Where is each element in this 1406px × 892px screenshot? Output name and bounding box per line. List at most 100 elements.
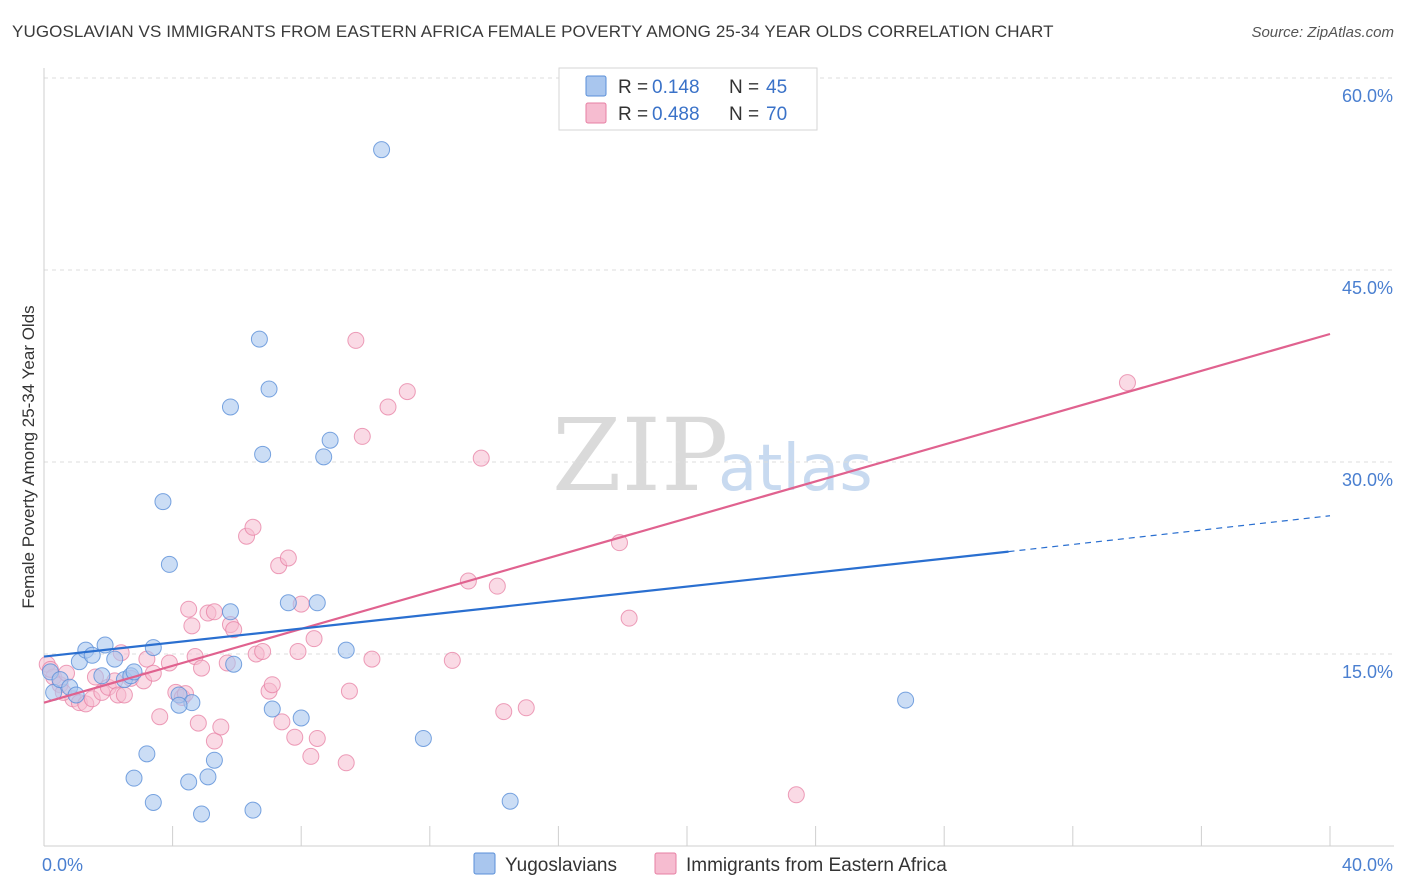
bottom-legend-swatch-yugoslavians bbox=[473, 852, 496, 875]
data-point-africa bbox=[787, 786, 805, 804]
data-point-yugoslavians bbox=[501, 792, 519, 810]
data-point-africa bbox=[212, 718, 230, 736]
data-point-yugoslavians bbox=[373, 141, 391, 159]
data-point-yugoslavians bbox=[138, 745, 156, 763]
data-point-africa bbox=[363, 650, 381, 668]
data-point-africa bbox=[205, 732, 223, 750]
data-point-africa bbox=[379, 398, 397, 416]
data-point-yugoslavians bbox=[93, 667, 111, 685]
data-point-africa bbox=[225, 621, 243, 639]
data-point-africa bbox=[286, 728, 304, 746]
data-point-yugoslavians bbox=[244, 801, 262, 819]
data-point-africa bbox=[279, 549, 297, 567]
data-point-yugoslavians bbox=[263, 700, 281, 718]
data-point-yugoslavians bbox=[250, 330, 268, 348]
y-axis-label: Female Poverty Among 25-34 Year Olds bbox=[19, 305, 38, 608]
data-point-africa bbox=[398, 383, 416, 401]
data-point-africa bbox=[263, 676, 281, 694]
data-point-africa bbox=[1118, 374, 1136, 392]
data-point-africa bbox=[180, 600, 198, 618]
data-point-yugoslavians bbox=[205, 751, 223, 769]
data-point-yugoslavians bbox=[125, 769, 143, 787]
data-point-yugoslavians bbox=[199, 768, 217, 786]
y-tick-label: 15.0% bbox=[1342, 662, 1393, 682]
data-point-yugoslavians bbox=[225, 655, 243, 673]
data-point-yugoslavians bbox=[321, 431, 339, 449]
bottom-legend-label-africa: Immigrants from Eastern Africa bbox=[686, 855, 947, 876]
data-point-africa bbox=[517, 699, 535, 717]
data-point-yugoslavians bbox=[180, 773, 198, 791]
x-tick-labels: 0.0% 40.0% bbox=[42, 826, 1393, 875]
legend-r-label-2: R = bbox=[618, 104, 648, 125]
legend-swatch-africa bbox=[585, 102, 607, 124]
legend-r-label-1: R = bbox=[618, 77, 648, 98]
data-point-yugoslavians bbox=[337, 641, 355, 659]
data-point-yugoslavians bbox=[315, 448, 333, 466]
gridlines bbox=[44, 77, 1394, 655]
x-tick-label: 40.0% bbox=[1342, 855, 1393, 875]
data-point-yugoslavians bbox=[260, 380, 278, 398]
source-label: Source: ZipAtlas.com bbox=[1251, 24, 1394, 41]
data-point-africa bbox=[244, 518, 262, 536]
data-point-africa bbox=[183, 617, 201, 635]
legend-n-label-1: N = bbox=[729, 77, 759, 98]
data-point-africa bbox=[193, 659, 211, 677]
data-point-africa bbox=[254, 642, 272, 660]
data-point-africa bbox=[443, 651, 461, 669]
data-point-africa bbox=[488, 577, 506, 595]
bottom-legend-swatch-africa bbox=[654, 852, 677, 875]
data-point-africa bbox=[289, 642, 307, 660]
data-point-africa bbox=[472, 449, 490, 467]
data-point-africa bbox=[353, 427, 371, 445]
data-point-yugoslavians bbox=[221, 398, 239, 416]
data-point-africa bbox=[340, 682, 358, 700]
x-tick-label: 0.0% bbox=[42, 855, 83, 875]
trend-line-yugoslavians bbox=[43, 550, 1009, 658]
series-legend: Yugoslavians Immigrants from Eastern Afr… bbox=[473, 852, 947, 876]
data-point-africa bbox=[151, 708, 169, 726]
y-tick-label: 30.0% bbox=[1342, 470, 1393, 490]
data-point-africa bbox=[495, 703, 513, 721]
legend-r-value-2: 0.488 bbox=[652, 104, 700, 125]
data-point-africa bbox=[337, 754, 355, 772]
watermark-atlas: atlas bbox=[718, 432, 873, 506]
data-point-yugoslavians bbox=[308, 594, 326, 612]
data-point-africa bbox=[347, 331, 365, 349]
data-point-yugoslavians bbox=[254, 445, 272, 463]
data-point-yugoslavians bbox=[279, 594, 297, 612]
legend-swatch-yugoslavians bbox=[585, 75, 607, 97]
data-point-yugoslavians bbox=[144, 639, 162, 657]
axes bbox=[43, 68, 1394, 847]
watermark-zip: ZIP bbox=[552, 397, 728, 514]
data-point-yugoslavians bbox=[414, 729, 432, 747]
data-point-africa bbox=[620, 609, 638, 627]
legend-r-value-1: 0.148 bbox=[652, 77, 700, 98]
data-point-yugoslavians bbox=[193, 805, 211, 823]
data-point-africa bbox=[115, 686, 133, 704]
data-point-yugoslavians bbox=[154, 493, 172, 511]
trend-line-yugoslavians-extension bbox=[1008, 515, 1331, 553]
data-point-yugoslavians bbox=[106, 650, 124, 668]
series-immigrants-eastern-africa bbox=[38, 331, 1136, 804]
data-point-africa bbox=[302, 747, 320, 765]
chart-title: YUGOSLAVIAN VS IMMIGRANTS FROM EASTERN A… bbox=[12, 22, 1054, 41]
y-tick-labels: 15.0% 30.0% 45.0% 60.0% bbox=[1342, 86, 1393, 682]
data-point-yugoslavians bbox=[160, 555, 178, 573]
trend-line-africa bbox=[43, 332, 1331, 704]
data-point-africa bbox=[305, 630, 323, 648]
legend-n-value-2: 70 bbox=[766, 104, 787, 125]
bottom-legend-label-yugoslavians: Yugoslavians bbox=[505, 855, 617, 876]
data-point-yugoslavians bbox=[292, 709, 310, 727]
trend-lines bbox=[43, 332, 1331, 704]
data-point-africa bbox=[189, 714, 207, 732]
legend-n-value-1: 45 bbox=[766, 77, 787, 98]
data-point-yugoslavians bbox=[144, 793, 162, 811]
data-point-africa bbox=[273, 713, 291, 731]
legend-n-label-2: N = bbox=[729, 104, 759, 125]
data-point-yugoslavians bbox=[170, 696, 188, 714]
data-point-africa bbox=[308, 729, 326, 747]
data-point-yugoslavians bbox=[897, 691, 915, 709]
data-point-yugoslavians bbox=[221, 603, 239, 621]
y-tick-label: 45.0% bbox=[1342, 278, 1393, 298]
